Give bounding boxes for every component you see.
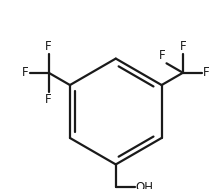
Text: F: F bbox=[203, 66, 209, 79]
Text: F: F bbox=[45, 93, 52, 106]
Text: OH: OH bbox=[136, 181, 154, 189]
Text: F: F bbox=[159, 49, 166, 62]
Text: F: F bbox=[180, 40, 186, 53]
Text: F: F bbox=[22, 66, 29, 79]
Text: F: F bbox=[45, 40, 52, 53]
